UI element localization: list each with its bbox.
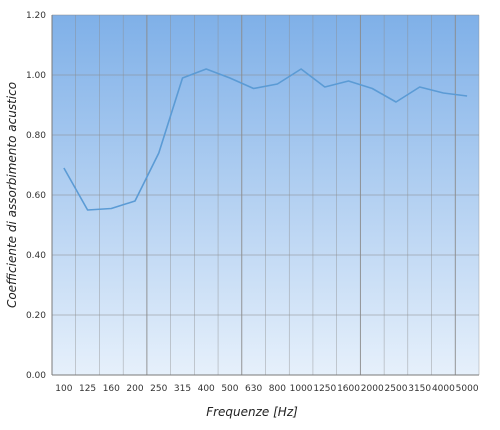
x-tick-label: 1250 — [313, 384, 336, 394]
y-tick-label: 0.40 — [26, 251, 46, 261]
y-axis-label: Coefficiente di assorbimento acustico — [5, 82, 19, 308]
x-axis-label: Frequenze [Hz] — [206, 405, 298, 419]
x-tick-label: 250 — [150, 384, 167, 394]
x-tick-label: 800 — [269, 384, 286, 394]
x-tick-label: 2000 — [361, 384, 384, 394]
grid-lines — [51, 14, 480, 376]
series-lines — [63, 68, 468, 211]
y-tick-label: 0.80 — [26, 131, 46, 141]
axes — [51, 15, 479, 376]
x-tick-label: 100 — [55, 384, 72, 394]
x-tick-label: 160 — [103, 384, 120, 394]
y-tick-label: 0.00 — [26, 371, 46, 381]
x-tick-label: 630 — [245, 384, 262, 394]
y-tick-label: 0.20 — [26, 311, 46, 321]
x-tick-label: 200 — [126, 384, 143, 394]
x-tick-label: 315 — [174, 384, 191, 394]
x-tick-labels: 100 125 160 200 250 315 400 500 630 800 1000 1250 16… — [55, 384, 479, 394]
series-line — [63, 68, 468, 211]
x-tick-label: 400 — [198, 384, 215, 394]
y-tick-label: 1.20 — [26, 11, 46, 21]
x-tick-label: 2500 — [385, 384, 408, 394]
y-tick-label: 0.60 — [26, 191, 46, 201]
x-tick-label: 1600 — [337, 384, 360, 394]
y-tick-labels: 0.00 0.20 0.40 0.60 0.80 1.00 1.20 — [26, 11, 46, 381]
x-tick-label: 5000 — [456, 384, 479, 394]
x-tick-label: 4000 — [432, 384, 455, 394]
x-tick-label: 3150 — [408, 384, 431, 394]
x-tick-label: 125 — [79, 384, 96, 394]
x-tick-label: 1000 — [290, 384, 313, 394]
y-tick-label: 1.00 — [26, 71, 46, 81]
x-tick-label: 500 — [221, 384, 238, 394]
